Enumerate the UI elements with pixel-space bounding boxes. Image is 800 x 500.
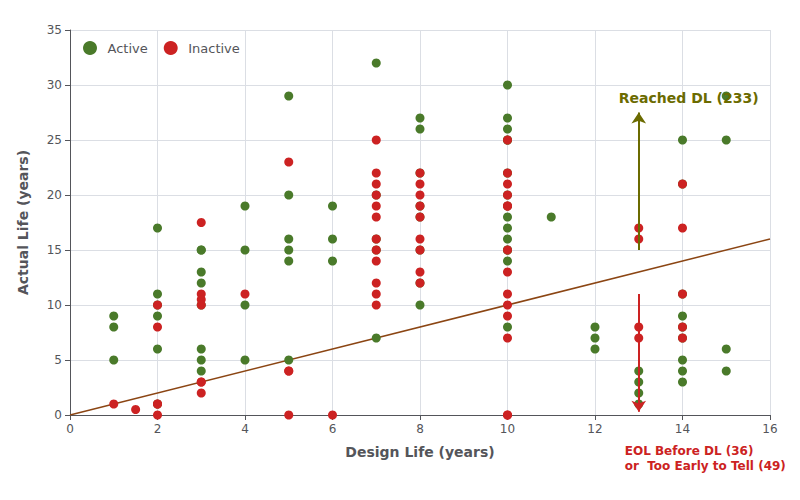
svg-text:8: 8 <box>416 422 424 436</box>
svg-text:5: 5 <box>54 353 62 367</box>
svg-text:EOL Before DL (36): EOL Before DL (36) <box>625 444 754 458</box>
svg-text:Active: Active <box>108 41 148 56</box>
svg-text:20: 20 <box>47 188 62 202</box>
svg-text:10: 10 <box>47 298 62 312</box>
svg-text:15: 15 <box>47 243 62 257</box>
svg-text:Reached DL (233): Reached DL (233) <box>619 90 759 106</box>
svg-text:4: 4 <box>241 422 249 436</box>
svg-text:6: 6 <box>329 422 337 436</box>
svg-text:Design Life (years): Design Life (years) <box>345 444 494 460</box>
svg-text:Actual Life (years): Actual Life (years) <box>15 150 31 295</box>
svg-text:10: 10 <box>500 422 515 436</box>
svg-text:16: 16 <box>762 422 777 436</box>
svg-text:Inactive: Inactive <box>188 41 240 56</box>
svg-text:0: 0 <box>54 408 62 422</box>
svg-text:25: 25 <box>47 133 62 147</box>
svg-text:12: 12 <box>587 422 602 436</box>
svg-text:14: 14 <box>675 422 690 436</box>
svg-text:30: 30 <box>47 78 62 92</box>
svg-text:or Too Early to Tell (49): or Too Early to Tell (49) <box>625 459 786 473</box>
svg-text:0: 0 <box>66 422 74 436</box>
svg-text:35: 35 <box>47 23 62 37</box>
svg-text:2: 2 <box>154 422 162 436</box>
